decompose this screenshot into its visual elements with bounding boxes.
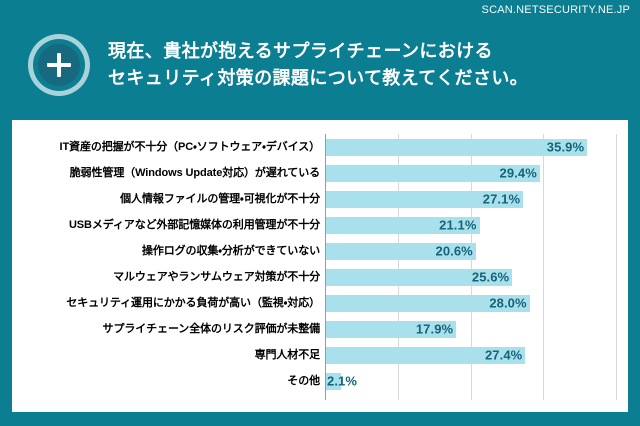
bar-category-label: 脆弱性管理（Windows Update対応）が遅れている: [69, 167, 320, 179]
header-line-2: セキュリティ対策の課題について教えてください。: [108, 68, 529, 88]
bar-container: 29.4%: [326, 160, 540, 186]
gridline-20: [470, 134, 472, 400]
chart-row: 専門人材不足 27.4%: [12, 342, 628, 368]
bar: 28.0%: [326, 294, 530, 312]
bar-container: 17.9%: [326, 316, 457, 342]
chart-row: 個人情報ファイルの管理・可視化が不十分 27.1%: [12, 186, 628, 212]
bar-category-label: 個人情報ファイルの管理・可視化が不十分: [120, 193, 320, 205]
value-axis-line: [325, 134, 326, 400]
bar: 29.4%: [326, 164, 540, 182]
bar-container: 27.1%: [326, 186, 524, 212]
bar-container: 27.4%: [326, 342, 526, 368]
bar-category-label: 専門人材不足: [254, 349, 321, 361]
bar: 17.9%: [326, 320, 457, 338]
bar-value-label: 21.1%: [439, 217, 477, 233]
horizontal-bar-chart: IT資産の把握が不十分（PC・ソフトウェア・デバイス） 35.9% 脆弱性管理（Wi…: [12, 120, 628, 412]
bar-value-label: 17.9%: [415, 321, 454, 337]
bar-category-label: その他: [287, 375, 320, 387]
chart-card: IT資産の把握が不十分（PC・ソフトウェア・デバイス） 35.9% 脆弱性管理（Wi…: [12, 120, 628, 412]
source-url-watermark: SCAN.NETSECURITY.NE.JP: [481, 4, 630, 16]
bar-container: 2.1%: [326, 368, 357, 394]
bar: 25.6%: [326, 268, 513, 286]
bar-category-label: USBメディアなど外部記憶媒体の利用管理が不十分: [68, 219, 320, 231]
bar-value-label: 29.4%: [499, 165, 537, 181]
header-line-1: 現在、貴社が抱えるサプライチェーンにおける: [108, 41, 493, 61]
chart-row: USBメディアなど外部記憶媒体の利用管理が不十分 21.1%: [12, 212, 628, 238]
chart-rows: IT資産の把握が不十分（PC・ソフトウェア・デバイス） 35.9% 脆弱性管理（Wi…: [12, 134, 628, 400]
gridline-40: [616, 134, 617, 400]
bar-category-label: 操作ログの収集・分析ができていない: [141, 245, 320, 257]
bar: 20.6%: [326, 242, 476, 260]
bar-value-label: 35.9%: [546, 139, 585, 155]
bar-value-label: 27.1%: [482, 191, 521, 207]
bar-category-label: セキュリティ運用にかかる負荷が高い（監視・対応）: [66, 297, 320, 309]
bar-container: 35.9%: [326, 134, 588, 160]
bar-value-label: 20.6%: [435, 243, 473, 259]
bar-container: 28.0%: [326, 290, 530, 316]
chart-row: セキュリティ運用にかかる負荷が高い（監視・対応） 28.0%: [12, 290, 628, 316]
chart-row: その他 2.1%: [12, 368, 628, 394]
bar-category-label: マルウェアやランサムウェア対策が不十分: [113, 271, 320, 283]
bar: 21.1%: [326, 216, 480, 234]
chart-row: 操作ログの収集・分析ができていない 20.6%: [12, 238, 628, 264]
bar-category-label: サプライチェーン全体のリスク評価が未整備: [102, 323, 321, 335]
bar-value-label: 2.1%: [327, 373, 358, 389]
gridline-10: [397, 134, 399, 400]
bar-category-label: IT資産の把握が不十分（PC・ソフトウェア・デバイス）: [59, 141, 320, 153]
header-question-text: 現在、貴社が抱えるサプライチェーンにおける セキュリティ対策の課題について教えて…: [108, 38, 528, 92]
chart-row: IT資産の把握が不十分（PC・ソフトウェア・デバイス） 35.9%: [12, 134, 628, 160]
chart-row: 脆弱性管理（Windows Update対応）が遅れている 29.4%: [12, 160, 628, 186]
bar-value-label: 27.4%: [484, 347, 523, 363]
bar: 2.1%: [326, 372, 357, 390]
bar-container: 25.6%: [326, 264, 513, 290]
chart-gridlines: [12, 134, 628, 400]
bar: 35.9%: [326, 138, 588, 156]
icon-plus-horizontal: [47, 63, 71, 67]
bar-container: 21.1%: [326, 212, 480, 238]
bar-container: 20.6%: [326, 238, 476, 264]
chart-row: マルウェアやランサムウェア対策が不十分 25.6%: [12, 264, 628, 290]
chart-header: 現在、貴社が抱えるサプライチェーンにおける セキュリティ対策の課題について教えて…: [0, 20, 640, 110]
bar: 27.4%: [326, 346, 526, 364]
plus-circle-icon: [28, 34, 90, 96]
gridline-30: [543, 134, 545, 400]
bar-value-label: 25.6%: [471, 269, 510, 285]
chart-row: サプライチェーン全体のリスク評価が未整備 17.9%: [12, 316, 628, 342]
bar: 27.1%: [326, 190, 524, 208]
bar-value-label: 28.0%: [489, 295, 527, 311]
